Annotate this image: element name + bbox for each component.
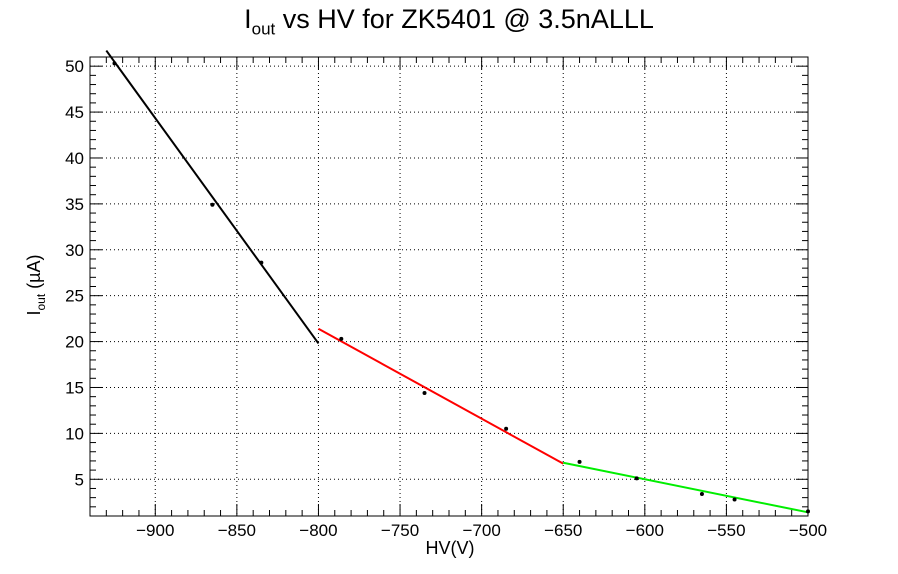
fit-line — [563, 461, 809, 514]
chart-title: Iout vs HV for ZK5401 @ 3.5nALLL — [244, 4, 654, 39]
axes: −900 −850 −800 −750 −700 −650 −600 −550 −500 5 10 1… — [65, 56, 827, 540]
y-tick-label: 15 — [65, 378, 84, 397]
x-tick-label: −550 — [707, 521, 745, 540]
y-tick-label: 35 — [65, 195, 84, 214]
x-tick-label: −700 — [462, 521, 500, 540]
y-tick-label: 10 — [65, 424, 84, 443]
data-point — [422, 390, 427, 395]
x-tick-label: −750 — [381, 521, 419, 540]
x-tick-label: −500 — [789, 521, 827, 540]
y-tick-label: 40 — [65, 149, 84, 168]
data-point — [634, 476, 639, 481]
data-point — [259, 260, 264, 265]
x-axis-label: HV(V) — [425, 538, 475, 558]
x-tick-label: −600 — [626, 521, 664, 540]
data-point — [577, 459, 582, 464]
y-axis-label: Iout (µA) — [24, 254, 48, 316]
fit-lines — [105, 49, 809, 514]
y-tick-label: 45 — [65, 103, 84, 122]
data-point — [699, 491, 704, 496]
y-tick-label: 5 — [75, 470, 84, 489]
x-tick-label: −800 — [299, 521, 337, 540]
data-point — [112, 61, 117, 66]
data-points — [112, 61, 810, 514]
data-point — [732, 497, 737, 502]
x-tick-label: −650 — [544, 521, 582, 540]
x-tick-label: −900 — [136, 521, 174, 540]
fit-line — [317, 327, 564, 465]
y-tick-label: 25 — [65, 287, 84, 306]
data-point — [210, 202, 215, 207]
y-tick-label: 50 — [65, 57, 84, 76]
y-tick-label: 20 — [65, 333, 84, 352]
plot-frame — [89, 56, 809, 517]
x-tick-label: −850 — [218, 521, 256, 540]
grid — [90, 57, 808, 516]
data-point — [504, 426, 509, 431]
data-point — [339, 336, 344, 341]
fit-line — [105, 49, 320, 345]
y-tick-label: 30 — [65, 241, 84, 260]
